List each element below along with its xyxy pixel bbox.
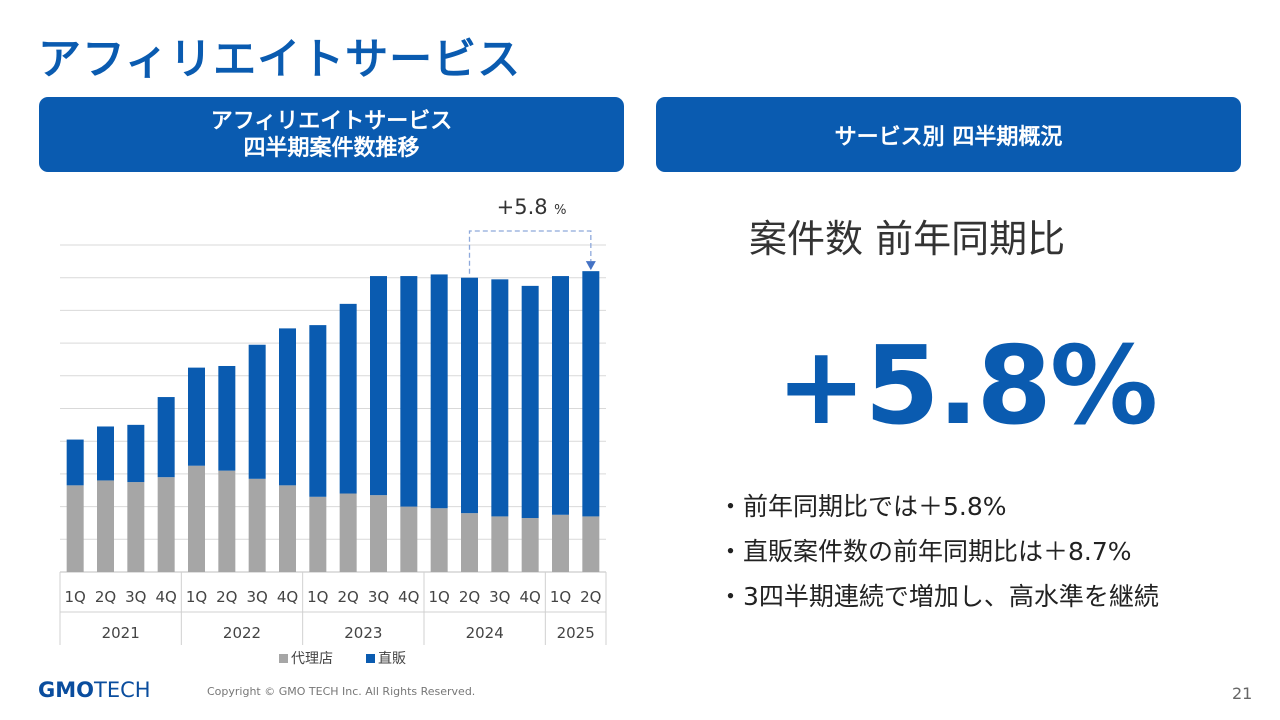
year-label: 2022 <box>223 624 261 642</box>
bar-agency <box>309 496 327 572</box>
bar-direct <box>218 365 236 471</box>
bar-agency <box>370 495 387 572</box>
x-tick-label: 2Q <box>337 588 358 606</box>
bar-direct <box>188 367 205 466</box>
bar-agency <box>582 516 600 572</box>
x-tick-label: 1Q <box>550 588 571 606</box>
legend-label-direct: 直販 <box>378 650 406 667</box>
bar-agency <box>491 516 509 572</box>
x-tick-label: 2Q <box>95 588 116 606</box>
bar-agency <box>218 470 236 572</box>
legend-swatch-agency <box>279 654 288 663</box>
x-tick-label: 4Q <box>519 588 540 606</box>
legend-label-agency: 代理店 <box>291 651 333 667</box>
year-label: 2025 <box>557 624 595 642</box>
x-tick-label: 4Q <box>277 588 298 606</box>
page-title: アフィリエイトサービス <box>38 35 522 85</box>
x-tick-label: 3Q <box>125 588 146 606</box>
x-tick-label: 1Q <box>428 588 449 606</box>
chart-panel-title-line1: アフィリエイトサービス <box>210 108 453 134</box>
bar-agency <box>127 482 145 572</box>
bar-direct <box>339 303 357 494</box>
bar-agency <box>430 508 448 572</box>
bar-agency <box>97 480 114 572</box>
logo-tech: TECH <box>94 678 151 702</box>
bullet-item: 3四半期連続で増加し、高水準を継続 <box>718 574 1159 619</box>
gmo-tech-logo: GMOTECH <box>38 678 151 702</box>
bar-direct <box>491 279 509 517</box>
bar-agency <box>279 485 296 572</box>
bar-agency <box>188 465 205 572</box>
x-tick-label: 4Q <box>155 588 176 606</box>
bar-agency <box>157 477 175 572</box>
bar-agency <box>248 478 266 572</box>
bar-agency <box>339 493 357 572</box>
x-tick-label: 3Q <box>368 588 389 606</box>
x-tick-label: 4Q <box>398 588 419 606</box>
bar-agency <box>66 485 84 572</box>
bar-direct <box>370 276 387 496</box>
metric-value: +5.8% <box>776 324 1158 449</box>
bullet-item: 前年同期比では＋5.8% <box>718 484 1159 529</box>
x-tick-label: 2Q <box>216 588 237 606</box>
bar-direct <box>461 277 478 514</box>
bar-direct <box>521 285 539 519</box>
summary-panel-header: サービス別 四半期概況 <box>656 97 1241 172</box>
bar-direct <box>97 426 114 481</box>
bar-direct <box>582 271 600 517</box>
bar-agency <box>461 513 478 572</box>
growth-arrow <box>585 261 596 271</box>
bar-direct <box>66 439 84 486</box>
chart-panel-header: アフィリエイトサービス 四半期案件数推移 <box>39 97 624 172</box>
x-tick-label: 2Q <box>459 588 480 606</box>
bar-agency <box>552 514 569 572</box>
bullet-item: 直販案件数の前年同期比は＋8.7% <box>718 529 1159 574</box>
year-label: 2023 <box>344 624 382 642</box>
year-label: 2021 <box>102 624 140 642</box>
x-tick-label: 1Q <box>307 588 328 606</box>
logo-gmo: GMO <box>38 678 94 702</box>
summary-panel-title: サービス別 四半期概況 <box>834 124 1063 150</box>
bar-direct <box>309 325 327 497</box>
bar-direct <box>248 344 266 479</box>
growth-bracket <box>468 230 592 274</box>
page-number: 21 <box>1232 684 1253 703</box>
growth-label-unit: % <box>554 203 566 218</box>
x-tick-label: 3Q <box>489 588 510 606</box>
x-tick-label: 1Q <box>186 588 207 606</box>
copyright-text: Copyright © GMO TECH Inc. All Rights Res… <box>207 685 476 698</box>
x-tick-label: 3Q <box>246 588 267 606</box>
bar-direct <box>552 276 569 515</box>
x-tick-label: 1Q <box>64 588 85 606</box>
bar-agency <box>521 518 539 572</box>
metric-label: 案件数 前年同期比 <box>749 217 1066 261</box>
stacked-bar-chart: 1Q 2Q 3Q 4Q 1Q 2Q 3Q 4Q 1Q 2Q 3Q 4Q 1Q 2Q 3Q 4Q 1Q 2Q 2021… <box>59 195 607 667</box>
bar-direct <box>430 274 448 509</box>
growth-label: +5.8 <box>497 195 548 219</box>
legend-swatch-direct <box>366 654 375 663</box>
bar-agency <box>400 506 418 572</box>
bar-direct <box>157 397 175 478</box>
x-tick-label: 2Q <box>580 588 601 606</box>
bullet-list: 前年同期比では＋5.8% 直販案件数の前年同期比は＋8.7% 3四半期連続で増加… <box>718 484 1159 619</box>
bar-direct <box>400 276 418 507</box>
bar-direct <box>279 328 296 486</box>
year-label: 2024 <box>466 624 504 642</box>
bar-direct <box>127 424 145 483</box>
chart-panel-title-line2: 四半期案件数推移 <box>243 135 420 161</box>
